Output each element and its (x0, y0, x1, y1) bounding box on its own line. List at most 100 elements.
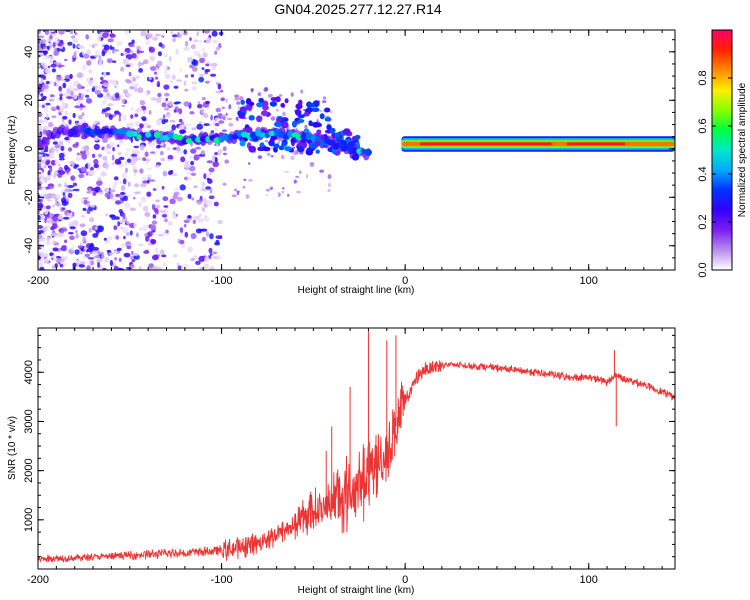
spectrogram-noise-cell (75, 156, 82, 161)
spectrogram-noise-cell (322, 96, 327, 100)
spectrogram-noise-cell (83, 53, 90, 59)
spectrogram-noise-cell (221, 106, 225, 110)
spectrogram-noise-cell (130, 153, 138, 158)
spectrogram-branch-cell (351, 153, 360, 161)
spectrogram-noise-cell (144, 211, 151, 217)
spectrogram-noise-cell (179, 227, 184, 233)
spectrogram-noise-cell (191, 81, 198, 85)
spectrogram-noise-cell (147, 267, 153, 270)
spectrogram-ridge-cell (351, 147, 358, 154)
spectrogram-noise-cell (44, 68, 50, 74)
spectrogram-noise-cell (130, 263, 135, 269)
spectrogram-noise-cell (70, 31, 74, 34)
spectrogram-noise-cell (69, 73, 73, 79)
spectrogram-branch-cell (326, 124, 332, 131)
spectrogram-noise-cell (72, 38, 76, 43)
spectrogram-noise-cell (82, 197, 89, 200)
spectrogram-noise-cell (300, 89, 304, 94)
spectrogram-noise-cell (162, 196, 169, 202)
spectrogram-noise-cell (290, 155, 295, 160)
spectrogram-noise-cell (62, 207, 66, 211)
spectrogram-ridge-cell (319, 141, 326, 146)
spectrogram-noise-cell (124, 152, 129, 157)
spectrogram-noise-cell (107, 49, 111, 55)
spectrogram-noise-cell (112, 147, 115, 152)
spectrogram-noise-cell (217, 219, 223, 225)
spectrogram-noise-cell (83, 199, 88, 205)
spectrogram-noise-cell (215, 81, 219, 86)
spectrogram-noise-cell (103, 71, 107, 77)
spectrogram-noise-cell (137, 61, 142, 68)
spectrogram-noise-cell (62, 82, 67, 89)
spectrogram-noise-cell (217, 149, 223, 153)
spectrogram-noise-cell (145, 160, 149, 165)
spectrogram-noise-cell (118, 116, 122, 122)
spectrogram-noise-cell (142, 205, 149, 212)
spectrogram-noise-cell (74, 249, 80, 255)
spectrogram-noise-cell (88, 69, 93, 74)
spectrogram-ridge-cell (364, 149, 372, 156)
spectrogram-noise-cell (45, 205, 51, 210)
spectrogram-noise-cell (93, 158, 99, 165)
spectrogram-noise-cell (78, 173, 85, 178)
spectrogram-noise-cell (215, 239, 220, 245)
spectrogram-noise-cell (80, 242, 83, 247)
spectrogram-noise-cell (85, 94, 90, 98)
spectrogram-branch-cell (306, 101, 313, 108)
spectrogram-branch-cell (270, 134, 277, 141)
spectrogram-noise-cell (124, 202, 131, 209)
spectrogram-noise-cell (60, 259, 64, 264)
spectrogram-noise-cell (112, 49, 120, 52)
spectrogram-noise-cell (39, 266, 45, 270)
spectrogram-noise-cell (111, 154, 115, 161)
snr-x-tick-label: -100 (211, 574, 233, 586)
spectrogram-noise-cell (68, 119, 72, 125)
spectrogram-noise-cell (126, 158, 131, 163)
spectrogram-ridge-cell (149, 135, 156, 141)
spectrogram-noise-cell (53, 50, 59, 56)
spectrogram-noise-cell (131, 52, 137, 59)
spectrogram-noise-cell (40, 77, 44, 83)
spectrogram-noise-cell (87, 261, 91, 266)
spectrogram-noise-cell (175, 48, 179, 55)
spectrogram-noise-cell (125, 148, 131, 152)
spectrogram-noise-cell (221, 129, 227, 132)
spectrogram-noise-cell (101, 108, 108, 112)
spectrogram-noise-cell (155, 199, 160, 203)
spectrogram-branch-cell (258, 97, 264, 103)
spectrogram-noise-cell (321, 100, 327, 103)
spectrogram-noise-cell (61, 245, 67, 252)
spectrogram-noise-cell (270, 155, 274, 158)
spectrogram-noise-cell (171, 34, 178, 38)
spectrogram-branch-cell (256, 115, 263, 123)
spectrogram-noise-cell (95, 50, 100, 55)
spectrogram-noise-cell (86, 49, 92, 55)
spectrogram-noise-cell (127, 181, 131, 187)
spectrogram-noise-cell (119, 139, 124, 144)
spectrogram-noise-cell (171, 124, 176, 131)
spectrogram-noise-cell (205, 186, 212, 190)
spectrogram-noise-cell (126, 245, 132, 250)
spectrogram-noise-cell (157, 51, 162, 57)
spectrogram-noise-cell (187, 246, 193, 253)
spectrogram-branch-cell (278, 145, 285, 151)
spectrogram-noise-cell (58, 213, 63, 220)
spectrogram-noise-cell (117, 221, 120, 227)
spectrogram-noise-cell (206, 177, 210, 181)
spectrogram-noise-cell (118, 257, 122, 262)
spectrogram-noise-cell (205, 172, 211, 179)
spectrogram-noise-cell (161, 185, 165, 190)
spectrogram-noise-cell (43, 84, 49, 90)
spectrogram-noise-cell (176, 196, 183, 202)
spectrogram-x-tick-label: -200 (27, 275, 49, 287)
spectrogram-noise-cell (212, 65, 216, 71)
spectrogram-noise-cell (56, 105, 60, 110)
spectrogram-noise-cell (86, 60, 92, 66)
spectrogram-noise-cell (116, 247, 122, 251)
spectrogram-noise-cell (69, 226, 76, 230)
spectrogram-noise-cell (104, 240, 110, 244)
spectrogram-noise-cell (125, 64, 131, 68)
spectrogram-noise-cell (328, 183, 331, 188)
spectrogram-noise-cell (91, 250, 98, 254)
